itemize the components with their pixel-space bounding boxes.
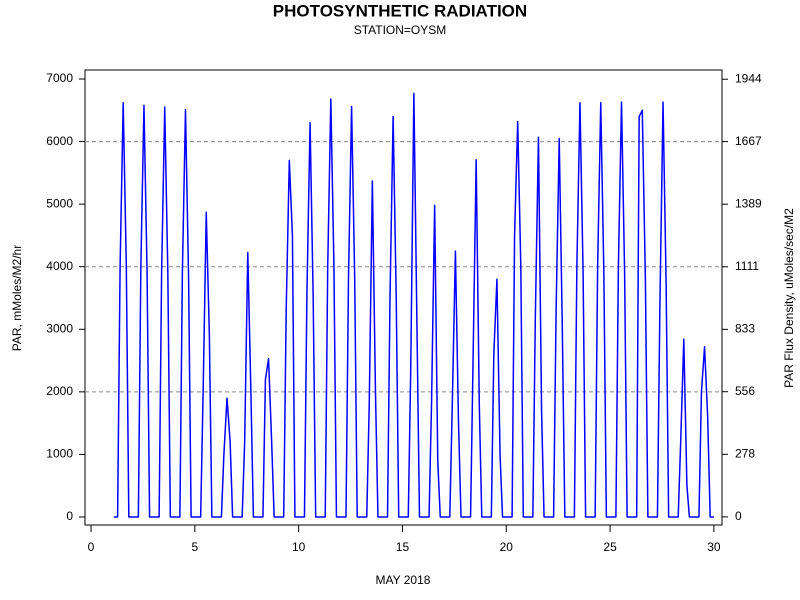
x-axis-label: MAY 2018 bbox=[376, 573, 431, 587]
y-tick-label: 2000 bbox=[46, 384, 73, 398]
x-tick-label: 25 bbox=[603, 540, 617, 554]
y2-tick-label: 278 bbox=[735, 446, 755, 460]
y2-tick-label: 1667 bbox=[735, 134, 762, 148]
x-tick-label: 0 bbox=[88, 540, 95, 554]
y-tick-label: 5000 bbox=[46, 196, 73, 210]
y2-tick-label: 833 bbox=[735, 322, 755, 336]
y2-tick-label: 0 bbox=[735, 509, 742, 523]
x-tick-label: 10 bbox=[292, 540, 306, 554]
y2-axis-label: PAR Flux Density, uMoles/sec/M2 bbox=[782, 208, 796, 388]
y2-tick-label: 1111 bbox=[735, 259, 759, 273]
y2-tick-label: 556 bbox=[735, 384, 755, 398]
chart-subtitle: STATION=OYSM bbox=[354, 23, 447, 37]
x-tick-label: 15 bbox=[396, 540, 410, 554]
x-tick-label: 20 bbox=[500, 540, 514, 554]
y2-tick-label: 1944 bbox=[735, 71, 762, 85]
x-tick-label: 5 bbox=[191, 540, 198, 554]
y-tick-label: 0 bbox=[66, 509, 73, 523]
y-tick-label: 6000 bbox=[46, 134, 73, 148]
y-tick-label: 3000 bbox=[46, 321, 73, 335]
y2-tick-label: 1389 bbox=[735, 196, 762, 210]
y-tick-label: 4000 bbox=[46, 259, 73, 273]
y-tick-label: 1000 bbox=[46, 447, 73, 461]
data-line bbox=[113, 92, 714, 518]
x-tick-label: 30 bbox=[707, 540, 721, 554]
y-tick-label: 7000 bbox=[46, 71, 73, 85]
y-axis-label: PAR, mMoles/M2/hr bbox=[10, 245, 24, 351]
plot-frame bbox=[84, 69, 723, 526]
chart-title: PHOTOSYNTHETIC RADIATION bbox=[273, 1, 527, 20]
